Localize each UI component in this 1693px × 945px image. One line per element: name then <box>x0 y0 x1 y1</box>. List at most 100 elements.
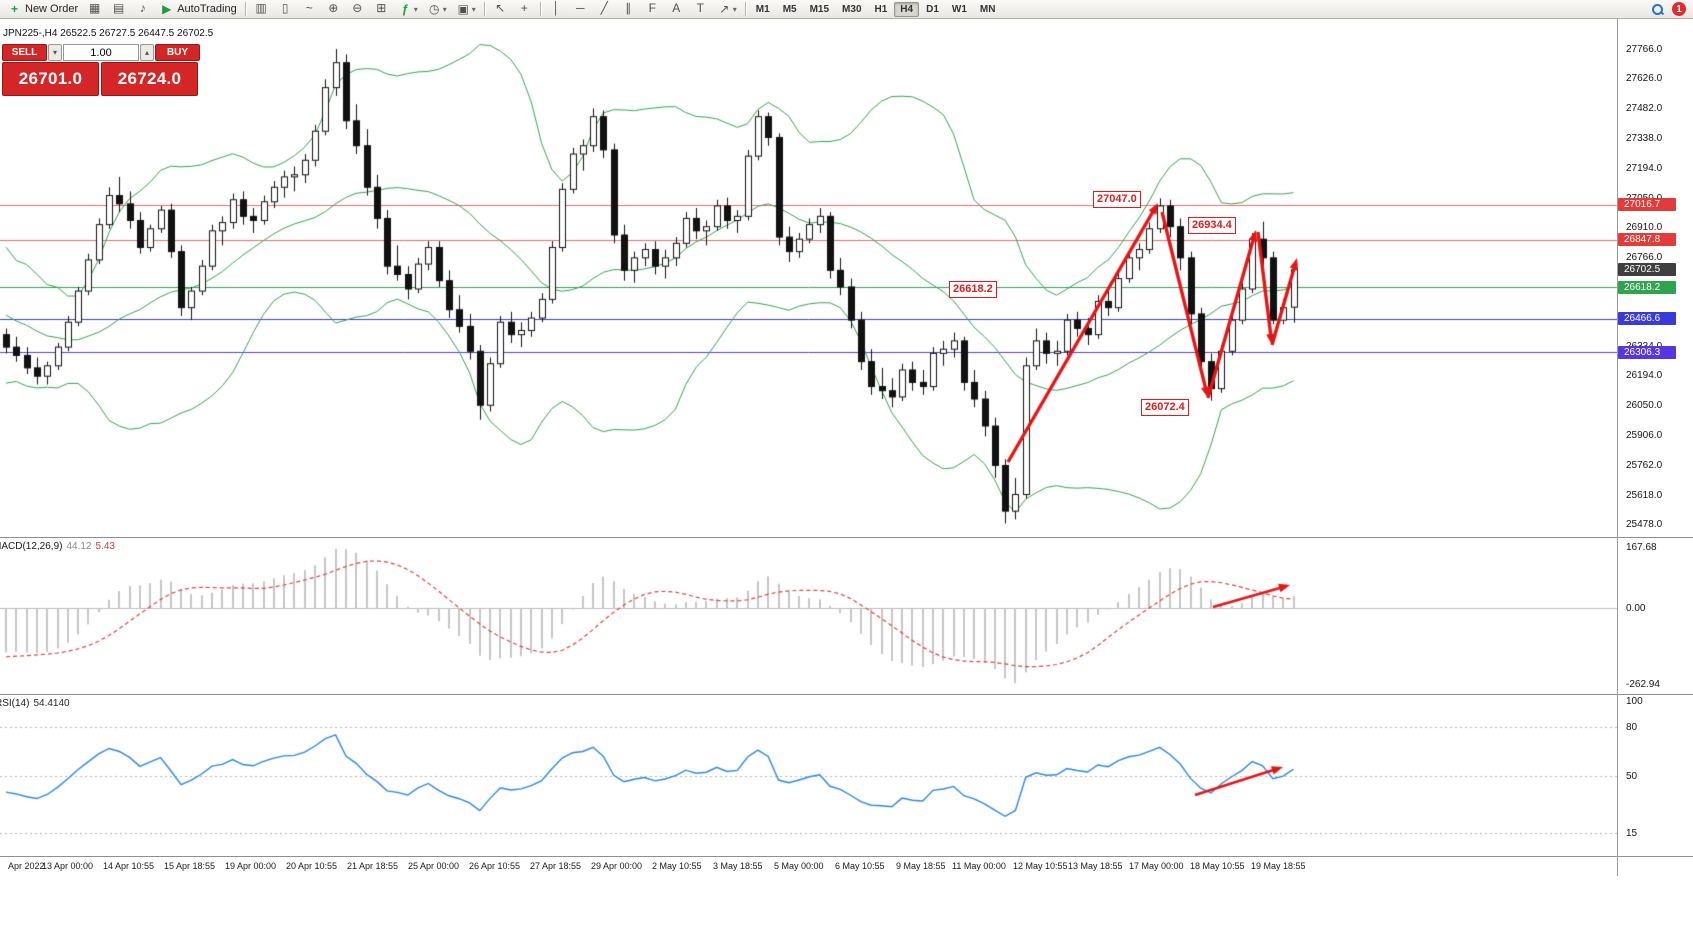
main-chart-panel: JPN225-,H4 26522.5 26727.5 26447.5 26702… <box>0 19 1693 537</box>
macd-canvas[interactable] <box>0 538 1617 694</box>
price-axis-label: 25618.0 <box>1626 489 1663 501</box>
label-tool-icon[interactable]: T <box>696 1 704 15</box>
price-callout[interactable]: 27047.0 <box>1093 191 1141 208</box>
sell-price-button[interactable]: 26701.0 <box>2 62 99 96</box>
time-axis-label: 15 Apr 18:55 <box>164 861 216 871</box>
time-axis-label: 20 Apr 10:55 <box>286 861 338 871</box>
time-axis-label: 11 May 00:00 <box>952 861 1006 871</box>
price-tag: 26847.8 <box>1618 233 1676 247</box>
rsi-value: 54.4140 <box>33 698 70 709</box>
buy-price-button[interactable]: 26724.0 <box>101 62 198 96</box>
one-click-price-row: 26701.0 26724.0 <box>2 62 200 96</box>
timeframe-d1[interactable]: D1 <box>926 3 939 15</box>
zoom-out-icon[interactable]: ⊖ <box>352 1 363 15</box>
time-axis-label: 12 May 10:55 <box>1013 861 1068 871</box>
arrows-tool-icon: ↗ <box>719 2 730 16</box>
arrows-tool-button[interactable]: ↗ ▾ <box>713 1 741 17</box>
volume-increase-button[interactable]: ▴ <box>140 44 154 61</box>
indicators-button[interactable]: ƒ ▾ <box>394 1 422 17</box>
search-icon[interactable] <box>1651 3 1665 16</box>
axis-border <box>1617 19 1618 876</box>
tile-windows-icon[interactable]: ⊞ <box>376 1 387 15</box>
main-chart-canvas[interactable] <box>0 19 1617 537</box>
macd-main-value: 44.12 <box>66 541 92 552</box>
price-axis-label: 25906.0 <box>1626 430 1663 442</box>
time-axis-label: 19 May 18:55 <box>1251 861 1306 871</box>
line-chart-icon[interactable]: ~ <box>305 1 313 15</box>
templates-button[interactable]: ▣ ▾ <box>452 1 480 17</box>
panel-separator[interactable] <box>0 537 1693 538</box>
notification-badge[interactable]: 1 <box>1672 2 1686 16</box>
rsi-axis-label: 15 <box>1626 827 1638 839</box>
autotrading-icon: ▶ <box>162 2 172 16</box>
buy-button[interactable]: BUY <box>155 44 200 61</box>
panel-separator[interactable] <box>0 694 1693 695</box>
timeframe-m5[interactable]: M5 <box>782 3 797 15</box>
alerts-icon[interactable]: ♪ <box>139 1 146 15</box>
new-order-label: New Order <box>25 3 79 15</box>
price-callout[interactable]: 26934.4 <box>1188 217 1236 234</box>
timeframe-m1[interactable]: M1 <box>755 3 770 15</box>
price-tag: 26702.5 <box>1618 263 1676 277</box>
periods-button[interactable]: ◷ ▾ <box>423 1 451 17</box>
price-axis-label: 25762.0 <box>1626 460 1663 472</box>
chevron-down-icon: ▾ <box>732 4 737 14</box>
candlestick-chart-icon[interactable]: ▯ <box>281 1 289 15</box>
time-axis-label: 27 Apr 18:55 <box>530 861 582 871</box>
time-axis-label: 5 May 00:00 <box>774 861 824 871</box>
price-tag: 27016.7 <box>1618 198 1676 212</box>
channel-tool-icon[interactable]: ∥ <box>625 1 632 15</box>
price-callout[interactable]: 26618.2 <box>949 281 997 298</box>
timeframe-h4[interactable]: H4 <box>894 1 920 17</box>
toolbar-separator <box>483 2 485 16</box>
price-axis[interactable]: 27766.027626.027482.027338.027194.027050… <box>1617 19 1693 537</box>
zoom-in-icon[interactable]: ⊕ <box>328 1 339 15</box>
macd-axis[interactable]: 167.68 0.00 -262.94 <box>1617 538 1693 694</box>
chevron-down-icon: ▾ <box>413 4 418 14</box>
toolbar-right-cluster: 1 <box>1651 2 1686 16</box>
vertical-line-tool-icon[interactable]: │ <box>552 1 561 15</box>
timeframe-m15[interactable]: M15 <box>809 3 830 15</box>
chart-window-icon[interactable]: ▦ <box>89 1 101 15</box>
toolbar-separator <box>744 2 746 16</box>
timeframe-h1[interactable]: H1 <box>874 3 888 15</box>
panel-separator <box>0 856 1693 857</box>
sell-button[interactable]: SELL <box>2 44 47 61</box>
bar-chart-icon[interactable]: ▥ <box>255 1 267 15</box>
volume-decrease-button[interactable]: ▾ <box>48 44 62 61</box>
profiles-icon[interactable]: ▤ <box>113 1 125 15</box>
new-order-button[interactable]: + New Order <box>3 1 82 17</box>
time-axis[interactable]: Apr 2022 13 Apr 00:00 14 Apr 10:55 15 Apr 1… <box>0 857 1693 876</box>
fibonacci-tool-icon[interactable]: F <box>648 1 656 15</box>
macd-label: MACD(12,26,9)44.125.43 <box>0 541 115 552</box>
volume-input[interactable] <box>63 44 139 61</box>
time-axis-label: 14 Apr 10:55 <box>103 861 155 871</box>
text-tool-icon[interactable]: A <box>672 1 681 15</box>
rsi-panel: RSI(14)54.4140 100 80 50 15 <box>0 695 1693 857</box>
timeframe-mn[interactable]: MN <box>979 3 996 15</box>
cursor-icon[interactable]: ↖ <box>495 1 506 15</box>
timeframe-w1[interactable]: W1 <box>951 3 967 15</box>
crosshair-icon[interactable]: + <box>520 1 528 15</box>
price-axis-label: 27338.0 <box>1626 132 1663 144</box>
macd-name: MACD(12,26,9) <box>0 541 63 552</box>
price-tag: 26466.6 <box>1618 312 1676 326</box>
macd-signal-value: 5.43 <box>95 541 115 552</box>
price-tag: 26306.3 <box>1618 345 1676 359</box>
price-axis-label: 27482.0 <box>1626 102 1663 114</box>
time-axis-label: 18 May 10:55 <box>1190 861 1245 871</box>
price-callout[interactable]: 26072.4 <box>1141 399 1189 416</box>
autotrading-button[interactable]: ▶ AutoTrading <box>155 1 241 17</box>
horizontal-line-tool-icon[interactable]: ─ <box>576 1 585 15</box>
macd-panel: MACD(12,26,9)44.125.43 167.68 0.00 -262.94 <box>0 538 1693 694</box>
trendline-tool-icon[interactable]: ╱ <box>600 1 608 15</box>
timeframe-m30[interactable]: M30 <box>842 3 862 15</box>
indicators-icon: ƒ <box>401 2 409 16</box>
time-axis-label: 3 May 18:55 <box>713 861 763 871</box>
price-axis-label: 27626.0 <box>1626 73 1663 85</box>
toolbar-separator <box>539 2 541 16</box>
rsi-axis[interactable]: 100 80 50 15 <box>1617 695 1693 857</box>
rsi-canvas[interactable] <box>0 695 1617 857</box>
rsi-axis-label: 50 <box>1626 771 1638 782</box>
